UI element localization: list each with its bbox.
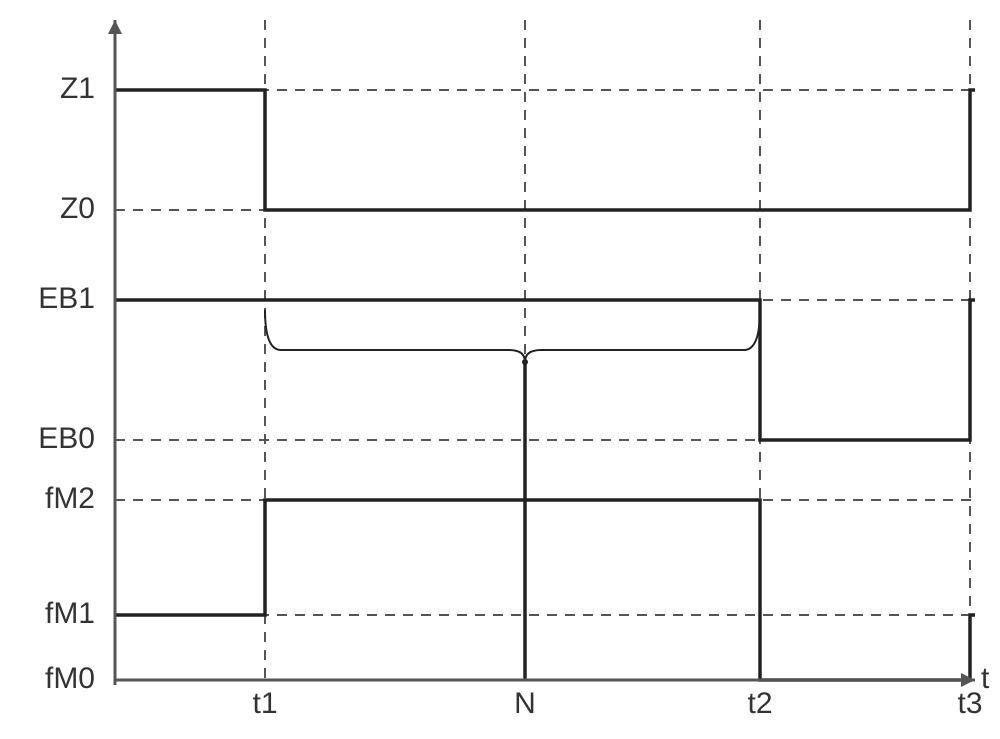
signal-fM: [115, 500, 975, 680]
y-label-EB0: EB0: [38, 422, 95, 455]
y-label-EB1: EB1: [38, 282, 95, 315]
x-label-t2: t2: [747, 687, 772, 720]
signal-EB: [115, 300, 975, 440]
y-label-fM1: fM1: [45, 597, 95, 630]
brace: [265, 310, 760, 362]
y-label-fM2: fM2: [45, 482, 95, 515]
timing-diagram-container: Z1 Z0 EB1 EB0 fM2 fM1 fM0 t1 Nt2 t3t: [0, 0, 1000, 739]
x-axis-label: t: [981, 662, 990, 695]
x-label-N: N: [514, 687, 536, 720]
y-label-Z1: Z1: [60, 72, 95, 105]
x-axis-arrow: [961, 673, 975, 687]
x-label-t1: t1: [252, 687, 277, 720]
y-axis-arrow: [108, 20, 122, 34]
timing-diagram: Z1 Z0 EB1 EB0 fM2 fM1 fM0 t1 Nt2 t3t: [0, 0, 1000, 739]
signal-Z: [115, 90, 975, 210]
y-label-fM0: fM0: [45, 662, 95, 695]
x-label-t3: t3: [957, 687, 982, 720]
y-label-Z0: Z0: [60, 192, 95, 225]
